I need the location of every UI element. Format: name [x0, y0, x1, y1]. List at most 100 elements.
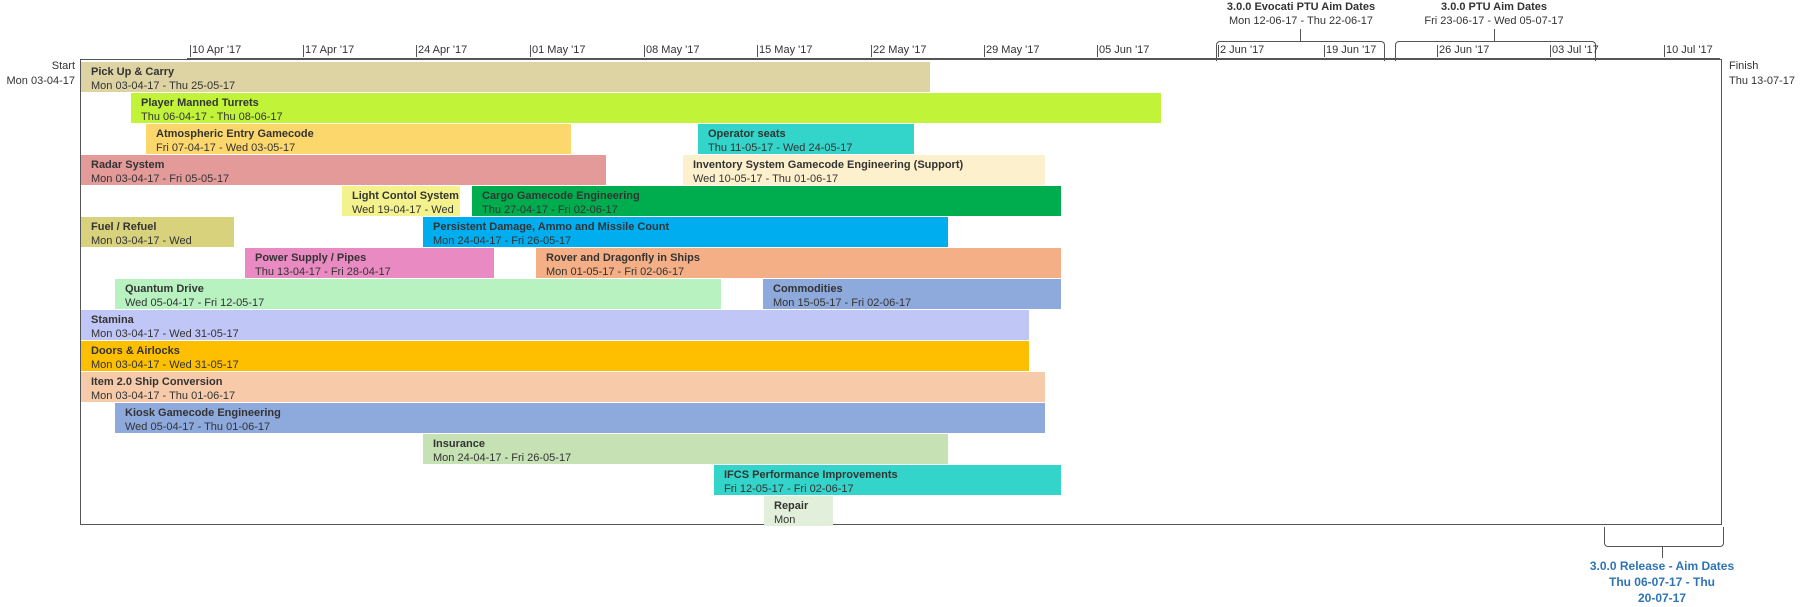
task-name: Operator seats [708, 128, 786, 140]
task-dates: Mon 03-04-17 - Fri 05-05-17 [91, 173, 230, 185]
task-dates: Mon [774, 514, 796, 526]
task-name: Pick Up & Carry [91, 66, 175, 78]
tick-label: 03 Jul '17 [1552, 44, 1599, 56]
task-bar[interactable]: IFCS Performance Improvements Fri 12-05-1… [714, 465, 1061, 495]
task-bar[interactable]: Repair Mon [764, 496, 833, 526]
task-name: Inventory System Gamecode Engineering (S… [693, 159, 964, 171]
evocati-bracket-connector [1300, 29, 1301, 41]
ptu-bracket [1395, 41, 1596, 61]
evocati-bracket [1216, 41, 1385, 61]
task-bar[interactable]: Atmospheric Entry Gamecode Fri 07-04-17 -… [146, 124, 571, 154]
tick-label: 15 May '17 [759, 44, 813, 56]
tick-mark [416, 45, 417, 57]
task-name: Persistent Damage, Ammo and Missile Coun… [433, 221, 670, 233]
task-bar[interactable]: Power Supply / Pipes Thu 13-04-17 - Fri 2… [245, 248, 494, 278]
tick-mark [303, 45, 304, 57]
evocati-milestone-dates: Mon 12-06-17 - Thu 22-06-17 [1228, 15, 1374, 27]
task-bar[interactable]: Player Manned Turrets Thu 06-04-17 - Thu … [131, 93, 1161, 123]
task-name: Kiosk Gamecode Engineering [125, 407, 281, 419]
task-dates: Mon 15-05-17 - Fri 02-06-17 [773, 297, 912, 309]
task-bar[interactable]: Insurance Mon 24-04-17 - Fri 26-05-17 [423, 434, 948, 464]
task-bar[interactable]: Item 2.0 Ship Conversion Mon 03-04-17 - T… [81, 372, 1045, 402]
task-dates: Wed 05-04-17 - Thu 01-06-17 [125, 421, 271, 433]
tick-mark [1664, 45, 1665, 57]
task-dates: Wed 19-04-17 - Wed [352, 204, 454, 216]
release-label: 3.0.0 Release - Aim Dates Thu 06-07-17 -… [1577, 558, 1747, 606]
task-bar[interactable]: Fuel / Refuel Mon 03-04-17 - Wed [81, 217, 234, 247]
tick-mark [644, 45, 645, 57]
release-bracket-connector [1662, 547, 1663, 558]
task-name: Commodities [773, 283, 843, 295]
task-name: Player Manned Turrets [141, 97, 259, 109]
task-dates: Mon 24-04-17 - Fri 26-05-17 [433, 235, 572, 247]
tick-mark [757, 45, 758, 57]
task-bar[interactable]: Light Contol System Wed 19-04-17 - Wed [342, 186, 460, 216]
task-name: Doors & Airlocks [91, 345, 180, 357]
task-dates: Mon 03-04-17 - Thu 01-06-17 [91, 390, 236, 402]
tick-label: 17 Apr '17 [305, 44, 355, 56]
task-name: Quantum Drive [125, 283, 204, 295]
task-name: Item 2.0 Ship Conversion [91, 376, 223, 388]
release-dates-line2: 20-07-17 [1637, 591, 1687, 605]
task-bar[interactable]: Inventory System Gamecode Engineering (S… [683, 155, 1045, 185]
tick-mark [190, 45, 191, 57]
task-dates: Mon 03-04-17 - Thu 25-05-17 [91, 80, 236, 92]
tick-label: 24 Apr '17 [418, 44, 468, 56]
release-dates-line1: Thu 06-07-17 - Thu [1608, 575, 1715, 589]
task-dates: Fri 07-04-17 - Wed 03-05-17 [156, 142, 296, 154]
task-dates: Mon 24-04-17 - Fri 26-05-17 [433, 452, 572, 464]
start-date: Mon 03-04-17 [6, 75, 76, 87]
tick-mark [1324, 45, 1325, 57]
task-dates: Thu 06-04-17 - Thu 08-06-17 [141, 111, 283, 123]
evocati-milestone-title: 3.0.0 Evocati PTU Aim Dates [1226, 1, 1376, 13]
task-dates: Wed 05-04-17 - Fri 12-05-17 [125, 297, 265, 309]
task-name: Cargo Gamecode Engineering [482, 190, 640, 202]
tick-label: 05 Jun '17 [1099, 44, 1150, 56]
task-bar[interactable]: Rover and Dragonfly in Ships Mon 01-05-17… [536, 248, 1061, 278]
task-dates: Fri 12-05-17 - Fri 02-06-17 [724, 483, 854, 495]
tick-label: 22 May '17 [873, 44, 927, 56]
task-name: Power Supply / Pipes [255, 252, 367, 264]
tick-label: 26 Jun '17 [1439, 44, 1490, 56]
tick-label: 29 May '17 [986, 44, 1040, 56]
timeline-axis [187, 58, 1720, 59]
task-bar[interactable]: Stamina Mon 03-04-17 - Wed 31-05-17 [81, 310, 1029, 340]
task-dates: Wed 10-05-17 - Thu 01-06-17 [693, 173, 839, 185]
task-dates: Mon 01-05-17 - Fri 02-06-17 [546, 266, 685, 278]
task-dates: Thu 13-04-17 - Fri 28-04-17 [255, 266, 391, 278]
tick-label: 01 May '17 [532, 44, 586, 56]
task-name: Atmospheric Entry Gamecode [156, 128, 314, 140]
task-bar[interactable]: Kiosk Gamecode Engineering Wed 05-04-17 -… [115, 403, 1045, 433]
task-name: IFCS Performance Improvements [724, 469, 898, 481]
ptu-milestone-title: 3.0.0 PTU Aim Dates [1441, 1, 1547, 13]
task-bar[interactable]: Doors & Airlocks Mon 03-04-17 - Wed 31-05… [81, 341, 1029, 371]
gantt-chart-area: Pick Up & Carry Mon 03-04-17 - Thu 25-05-… [80, 59, 1722, 526]
tick-label: 10 Jul '17 [1666, 44, 1713, 56]
task-name: Light Contol System [352, 190, 459, 202]
start-label: Start [51, 60, 75, 72]
task-bar[interactable]: Commodities Mon 15-05-17 - Fri 02-06-17 [763, 279, 1061, 309]
task-dates: Mon 03-04-17 - Wed [91, 235, 192, 247]
task-bar[interactable]: Pick Up & Carry Mon 03-04-17 - Thu 25-05-… [81, 62, 930, 92]
tick-mark [984, 45, 985, 57]
task-dates: Thu 11-05-17 - Wed 24-05-17 [708, 142, 853, 154]
task-bar[interactable]: Operator seats Thu 11-05-17 - Wed 24-05-1… [698, 124, 914, 154]
release-title: 3.0.0 Release - Aim Dates [1589, 559, 1735, 573]
tick-mark [530, 45, 531, 57]
task-name: Repair [774, 500, 809, 512]
tick-label: 10 Apr '17 [192, 44, 242, 56]
task-name: Insurance [433, 438, 485, 450]
finish-date: Thu 13-07-17 [1729, 75, 1796, 87]
ptu-bracket-connector [1494, 29, 1495, 41]
tick-label: 19 Jun '17 [1326, 44, 1377, 56]
task-bar[interactable]: Persistent Damage, Ammo and Missile Coun… [423, 217, 948, 247]
tick-mark [1437, 45, 1438, 57]
task-dates: Mon 03-04-17 - Wed 31-05-17 [91, 359, 239, 371]
task-dates: Mon 03-04-17 - Wed 31-05-17 [91, 328, 239, 340]
task-bar[interactable]: Radar System Mon 03-04-17 - Fri 05-05-17 [81, 155, 606, 185]
tick-mark [871, 45, 872, 57]
release-bracket [1604, 527, 1724, 547]
task-bar[interactable]: Cargo Gamecode Engineering Thu 27-04-17 -… [472, 186, 1061, 216]
task-bar[interactable]: Quantum Drive Wed 05-04-17 - Fri 12-05-17 [115, 279, 721, 309]
tick-label: 08 May '17 [646, 44, 700, 56]
